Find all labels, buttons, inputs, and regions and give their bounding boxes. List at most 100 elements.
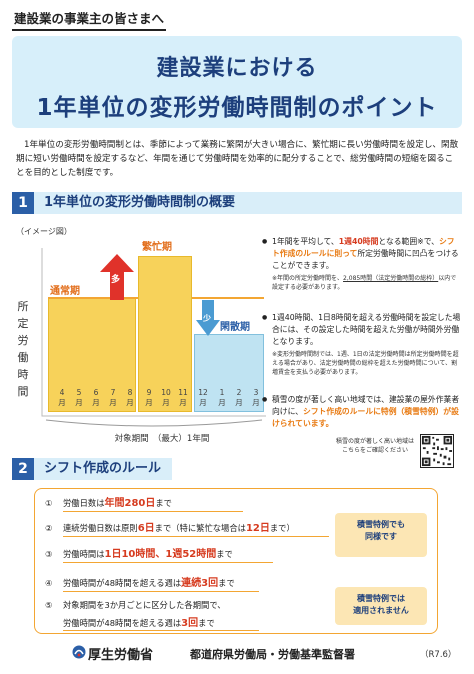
rule-text: 労働時間は: [63, 549, 105, 559]
month-label: 4 月: [58, 388, 66, 407]
rule-5: ⑤ 対象期間を3か月ごとに区分した各期間で、: [45, 599, 226, 611]
month-label: 11 月: [178, 388, 188, 407]
note-1-highlight: 1週40時間: [338, 237, 379, 246]
note-1-sub-pre: ※年間の所定労働時間を、: [272, 275, 344, 282]
rule-text: 対象期間を3か月ごとに区分した各期間で、: [63, 600, 226, 610]
rule-number: ①: [45, 498, 53, 508]
note-1-text: 1年間を平均して、1週40時間となる範囲※で、シフト作成のルールに則って所定労働…: [262, 236, 462, 272]
month-label: 8 月: [126, 388, 134, 407]
rule-highlight: 年間280日: [104, 498, 156, 509]
rule-3: ③ 労働時間は1日10時間、1週52時間まで: [45, 548, 233, 561]
rule-number: ④: [45, 578, 53, 588]
rule-divider: [63, 562, 273, 563]
rule-divider: [63, 536, 329, 537]
month-label: 10 月: [161, 388, 171, 407]
rule-text-end: まで: [218, 578, 235, 588]
month-label: 9 月: [145, 388, 153, 407]
publication-date: （R7.6）: [420, 650, 457, 660]
label-normal-period: 通常期: [50, 286, 80, 297]
rule-text-mid: まで（特に繁忙な場合は: [154, 523, 246, 533]
section-1-number: 1: [12, 192, 34, 214]
y-axis-char: 労: [17, 334, 29, 347]
image-label: （イメージ図）: [16, 227, 72, 236]
x-axis-label: 対象期間 （最大）1年間: [114, 434, 210, 444]
note-1-mid: となる範囲: [378, 237, 418, 246]
note-1-post: で、: [423, 237, 439, 246]
qr-caption: 積雪の度が著しく高い地域はこちらをご確認ください: [335, 438, 414, 454]
rule-4: ④ 労働時間が48時間を超える週は連続3回まで: [45, 577, 235, 590]
rule-1: ① 労働日数は年間280日まで: [45, 497, 172, 510]
qr-area: 積雪の度が著しく高い地域はこちらをご確認ください: [334, 434, 464, 468]
month-label: 6 月: [92, 388, 100, 407]
rule-text-end: まで: [198, 618, 215, 628]
month-label: 3 月: [252, 388, 260, 407]
section-1-header: 1 1年単位の変形労働時間制の概要: [12, 192, 462, 214]
note-2-sub: ※変形労働時間制では、1週、1日の法定労働時間は所定労働時間を超える場合があり、…: [272, 351, 459, 376]
rule-number: ②: [45, 523, 53, 533]
rule-divider: [63, 630, 259, 631]
y-axis-char: 所: [17, 300, 29, 313]
rule-highlight-2: 12日: [245, 523, 270, 534]
note-3-pre: 積雪の度が著しく高い地域では、建設業の屋外作業者向けに、: [272, 395, 460, 416]
rule-highlight: 6日: [137, 523, 155, 534]
rule-text: 労働時間が48時間を超える週は: [63, 578, 182, 588]
section-2-header: 2 シフト作成のルール: [12, 458, 172, 480]
title-banner: 建設業における 1年単位の変形労働時間制のポイント: [12, 36, 462, 128]
month-label: 1 月: [218, 388, 226, 407]
title-line-2: 1年単位の変形労働時間制のポイント: [36, 95, 438, 121]
rule-text: 労働時間が48時間を超える週は: [63, 618, 182, 628]
rule-number: ③: [45, 549, 53, 559]
month-label: 7 月: [109, 388, 117, 407]
note-3: 積雪の度が著しく高い地域では、建設業の屋外作業者向けに、シフト作成のルールに特例…: [262, 394, 462, 430]
title-line-1: 建設業における: [156, 56, 318, 81]
intro-paragraph: 1年単位の変形労働時間制とは、季節によって業務に繁閑が大きい場合に、繁忙期に長い…: [16, 140, 459, 178]
ministry-logo-icon: [72, 645, 86, 659]
rule-divider: [63, 591, 259, 592]
y-axis-char: 定: [17, 317, 29, 330]
arrow-down-icon: [196, 300, 220, 336]
label-slow-period: 閑散期: [220, 322, 250, 333]
y-axis-char: 働: [17, 351, 29, 364]
label-busy-period: 繁忙期: [142, 242, 172, 253]
note-1-sub-underline: 2,085時間（法定労働時間の総枠）: [343, 275, 439, 282]
rule-text-end: まで: [155, 498, 172, 508]
rule-text-end: まで: [216, 549, 233, 559]
more-label: 多: [111, 275, 121, 285]
section-1-title: 1年単位の変形労働時間制の概要: [44, 195, 236, 210]
arrow-up-icon: [100, 254, 134, 300]
rule-text: 労働日数は: [63, 498, 105, 508]
baseline-right: [192, 297, 264, 299]
rules-box: ① 労働日数は年間280日まで ② 連続労働日数は原則6日まで（特に繁忙な場合は12…: [34, 488, 438, 634]
rule-highlight: 3回: [181, 618, 199, 629]
y-axis-label: 所 定 労 働 時 間: [16, 298, 30, 400]
baseline-left: [48, 297, 138, 299]
note-1-footnote-mark: ※: [417, 237, 424, 246]
bar-slow-period: [194, 334, 264, 412]
note-1: 1年間を平均して、1週40時間となる範囲※で、シフト作成のルールに則って所定労働…: [262, 236, 462, 292]
month-label: 12 月: [198, 388, 208, 407]
note-1-rule-highlight: シフト作成のルールに則って: [272, 237, 455, 258]
y-axis-char: 間: [17, 385, 29, 398]
note-3-text: 積雪の度が著しく高い地域では、建設業の屋外作業者向けに、シフト作成のルールに特例…: [262, 394, 462, 430]
organization-name: 都道府県労働局・労働基準監督署: [190, 648, 355, 661]
rule-5-cont: 労働時間が48時間を超える週は3回まで: [45, 617, 215, 630]
less-label: 少: [203, 314, 211, 323]
rule-text-end: まで）: [269, 523, 295, 533]
month-label: 5 月: [75, 388, 83, 407]
qr-code-icon[interactable]: [420, 434, 454, 468]
rule-divider: [63, 511, 243, 512]
snow-exception-na-tag: 積雪特例では 適用されません: [335, 587, 427, 625]
note-2-text: 1週40時間、1日8時間を超える労働時間を設定した場合には、その設定した時間を超…: [262, 312, 462, 348]
note-1-end: 所定労働時間に凹凸をつけることができます。: [272, 249, 459, 270]
month-label: 2 月: [235, 388, 243, 407]
y-axis-char: 時: [17, 368, 29, 381]
section-2-title: シフト作成のルール: [44, 461, 162, 476]
ministry-name: 厚生労働省: [88, 648, 154, 663]
note-1-pre: 1年間を平均して、: [272, 237, 339, 246]
rule-2: ② 連続労働日数は原則6日まで（特に繁忙な場合は12日まで）: [45, 522, 295, 535]
rule-highlight: 連続3回: [181, 578, 219, 589]
rule-text: 連続労働日数は原則: [63, 523, 138, 533]
note-3-highlight: シフト作成のルールに特例（積雪特例）が設けられています。: [272, 407, 459, 428]
